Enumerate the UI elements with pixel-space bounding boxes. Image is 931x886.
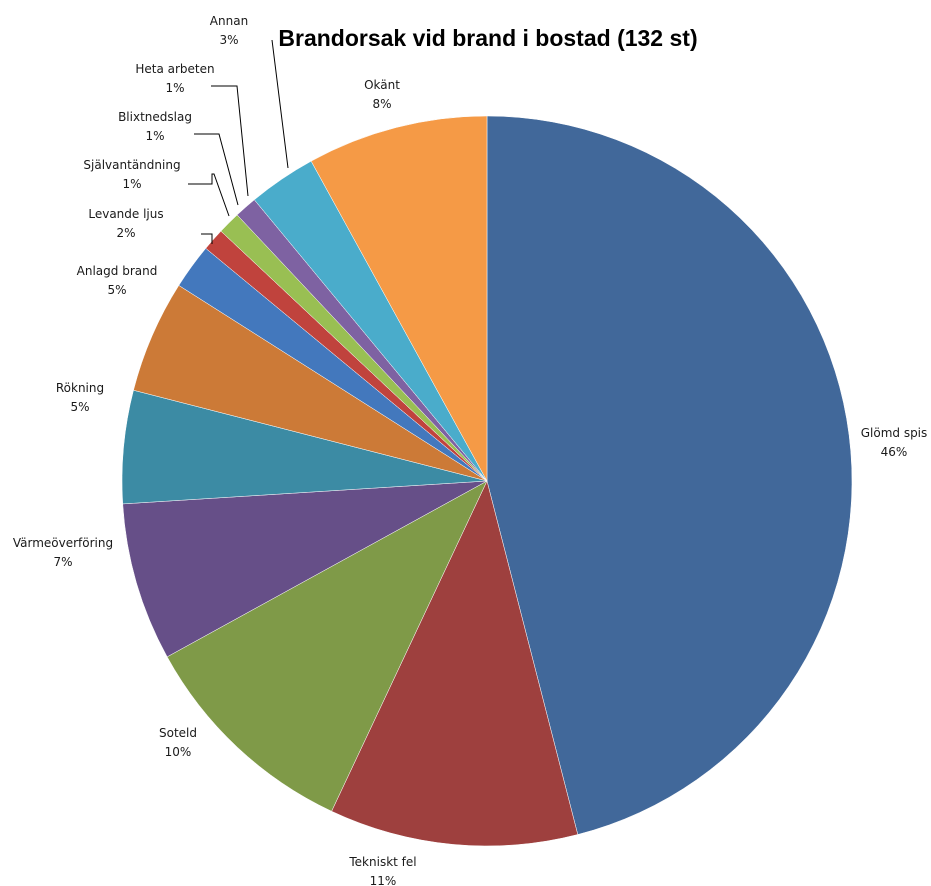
slice-label-8: Självantändning [83,158,180,172]
leader-line-10 [211,85,249,197]
slice-label-2: Tekniskt fel [348,855,416,869]
slice-percent-8: 1% [122,177,141,191]
leader-line-11 [271,39,289,169]
slice-label-10: Heta arbeten [135,62,214,76]
slice-label-5: Rökning [56,381,104,395]
slice-percent-12: 8% [372,97,391,111]
pie-slice-12 [310,115,488,482]
slice-percent-9: 1% [145,129,164,143]
slice-percent-11: 3% [219,33,238,47]
leader-line-9 [194,133,239,206]
slice-percent-7: 2% [116,226,135,240]
slice-percent-2: 11% [370,874,397,886]
slice-percent-5: 5% [70,400,89,414]
slice-label-6: Anlagd brand [77,264,158,278]
slice-label-3: Soteld [159,726,197,740]
pie-slices [121,115,853,847]
leader-line-7 [201,233,213,244]
leader-lines [188,39,289,244]
slice-label-12: Okänt [364,78,400,92]
slice-percent-3: 10% [165,745,192,759]
leader-line-8 [188,173,230,217]
pie-slice-1 [486,115,853,835]
chart-title: Brandorsak vid brand i bostad (132 st) [278,25,697,51]
slice-labels: Glömd spis 46% Tekniskt fel 11% Soteld 10% Vär… [13,14,927,886]
slice-label-9: Blixtnedslag [118,110,192,124]
slice-label-11: Annan [210,14,248,28]
pie-slice-2 [331,480,579,847]
slice-label-4: Värmeöverföring [13,536,113,550]
pie-slice-3 [166,480,488,812]
slice-percent-6: 5% [107,283,126,297]
slice-percent-10: 1% [165,81,184,95]
slice-label-7: Levande ljus [88,207,163,221]
slice-percent-1: 46% [881,445,908,459]
pie-slice-4 [122,480,488,658]
slice-label-1: Glömd spis [861,426,928,440]
slice-percent-4: 7% [53,555,72,569]
